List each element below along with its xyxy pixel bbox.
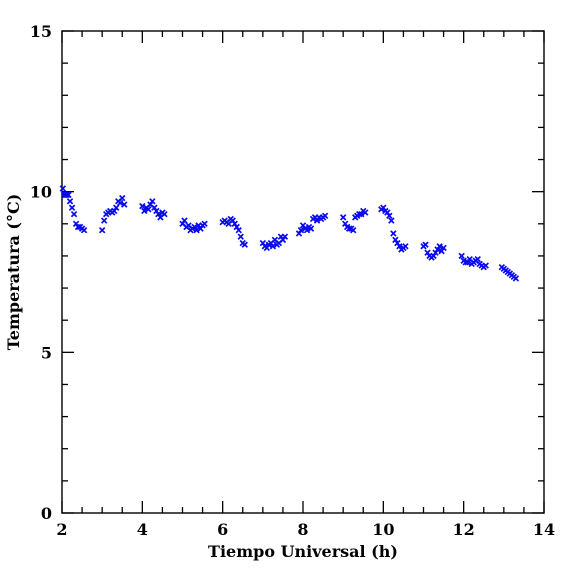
y-axis-title: Temperatura (°C) <box>4 194 23 351</box>
plot-frame <box>61 30 545 514</box>
data-point <box>197 225 204 232</box>
data-point <box>151 204 158 211</box>
x-tick-label: 14 <box>533 520 555 539</box>
x-tick-label: 2 <box>56 520 67 539</box>
data-point <box>237 233 244 240</box>
data-point <box>384 209 391 216</box>
data-point <box>145 206 152 213</box>
data-point <box>193 227 200 234</box>
data-point <box>402 243 409 250</box>
data-point <box>59 185 67 192</box>
data-point <box>440 244 447 252</box>
data-point <box>279 236 287 244</box>
data-point <box>482 262 489 269</box>
data-point <box>281 233 289 240</box>
data-point <box>313 217 321 224</box>
data-point <box>269 243 277 250</box>
data-point <box>307 225 315 232</box>
data-point <box>263 244 271 252</box>
x-tick-label: 6 <box>217 520 228 539</box>
data-point <box>259 239 267 247</box>
data-point <box>119 194 126 202</box>
data-point <box>70 210 78 218</box>
data-point <box>100 217 108 224</box>
data-point <box>113 204 120 211</box>
data-point <box>98 227 106 234</box>
data-point <box>295 230 303 237</box>
x-tick-label: 12 <box>453 520 475 539</box>
data-point <box>74 223 82 231</box>
data-point <box>321 212 329 219</box>
data-point <box>339 214 347 221</box>
data-point <box>191 223 198 231</box>
data-point <box>233 223 240 231</box>
data-point <box>512 275 520 282</box>
data-point <box>341 220 349 228</box>
data-point <box>438 247 445 255</box>
data-point <box>350 227 357 234</box>
data-point <box>139 202 146 210</box>
data-point <box>388 217 395 224</box>
tick-labels: 2 4 6 8 10 12 14 0 5 10 15 <box>30 22 555 539</box>
data-point <box>65 191 72 199</box>
data-point <box>181 217 188 224</box>
data-point <box>358 210 365 218</box>
data-points <box>59 185 520 282</box>
data-point <box>241 241 248 248</box>
data-point <box>153 207 160 215</box>
data-point <box>231 220 238 228</box>
data-point <box>155 210 162 218</box>
data-point <box>436 243 443 250</box>
data-point <box>149 198 156 205</box>
data-point <box>430 252 437 260</box>
data-point <box>68 204 76 211</box>
data-point <box>394 239 401 247</box>
data-point <box>297 227 305 234</box>
data-point <box>422 241 429 248</box>
x-tick-label: 10 <box>372 520 394 539</box>
data-point <box>464 259 471 266</box>
data-point <box>141 207 148 215</box>
data-point <box>432 249 439 256</box>
data-point <box>303 227 311 234</box>
data-point <box>380 204 387 211</box>
data-point <box>121 201 128 208</box>
data-point <box>362 209 369 216</box>
data-point <box>80 227 88 234</box>
data-point <box>63 191 71 199</box>
data-point <box>424 249 431 256</box>
data-point <box>396 243 403 250</box>
data-point <box>201 220 208 228</box>
data-point <box>235 227 242 234</box>
data-point <box>345 225 353 232</box>
x-axis-title: Tiempo Universal (h) <box>208 542 398 561</box>
axis-ticks <box>61 30 545 514</box>
data-point <box>458 252 465 260</box>
data-point <box>66 198 74 205</box>
data-point <box>386 212 393 219</box>
y-tick-label: 10 <box>30 183 52 202</box>
data-point <box>229 217 236 224</box>
data-point <box>390 230 397 237</box>
x-tick-label: 4 <box>137 520 148 539</box>
y-tick-label: 5 <box>41 343 52 362</box>
data-point <box>161 210 168 218</box>
data-point <box>434 246 441 253</box>
data-point <box>474 255 481 263</box>
data-point <box>117 199 124 207</box>
x-tick-label: 8 <box>297 520 308 539</box>
data-point <box>111 207 118 215</box>
data-point <box>299 222 307 229</box>
y-tick-label: 15 <box>30 22 52 41</box>
data-point <box>392 236 399 244</box>
y-tick-label: 0 <box>41 504 52 523</box>
